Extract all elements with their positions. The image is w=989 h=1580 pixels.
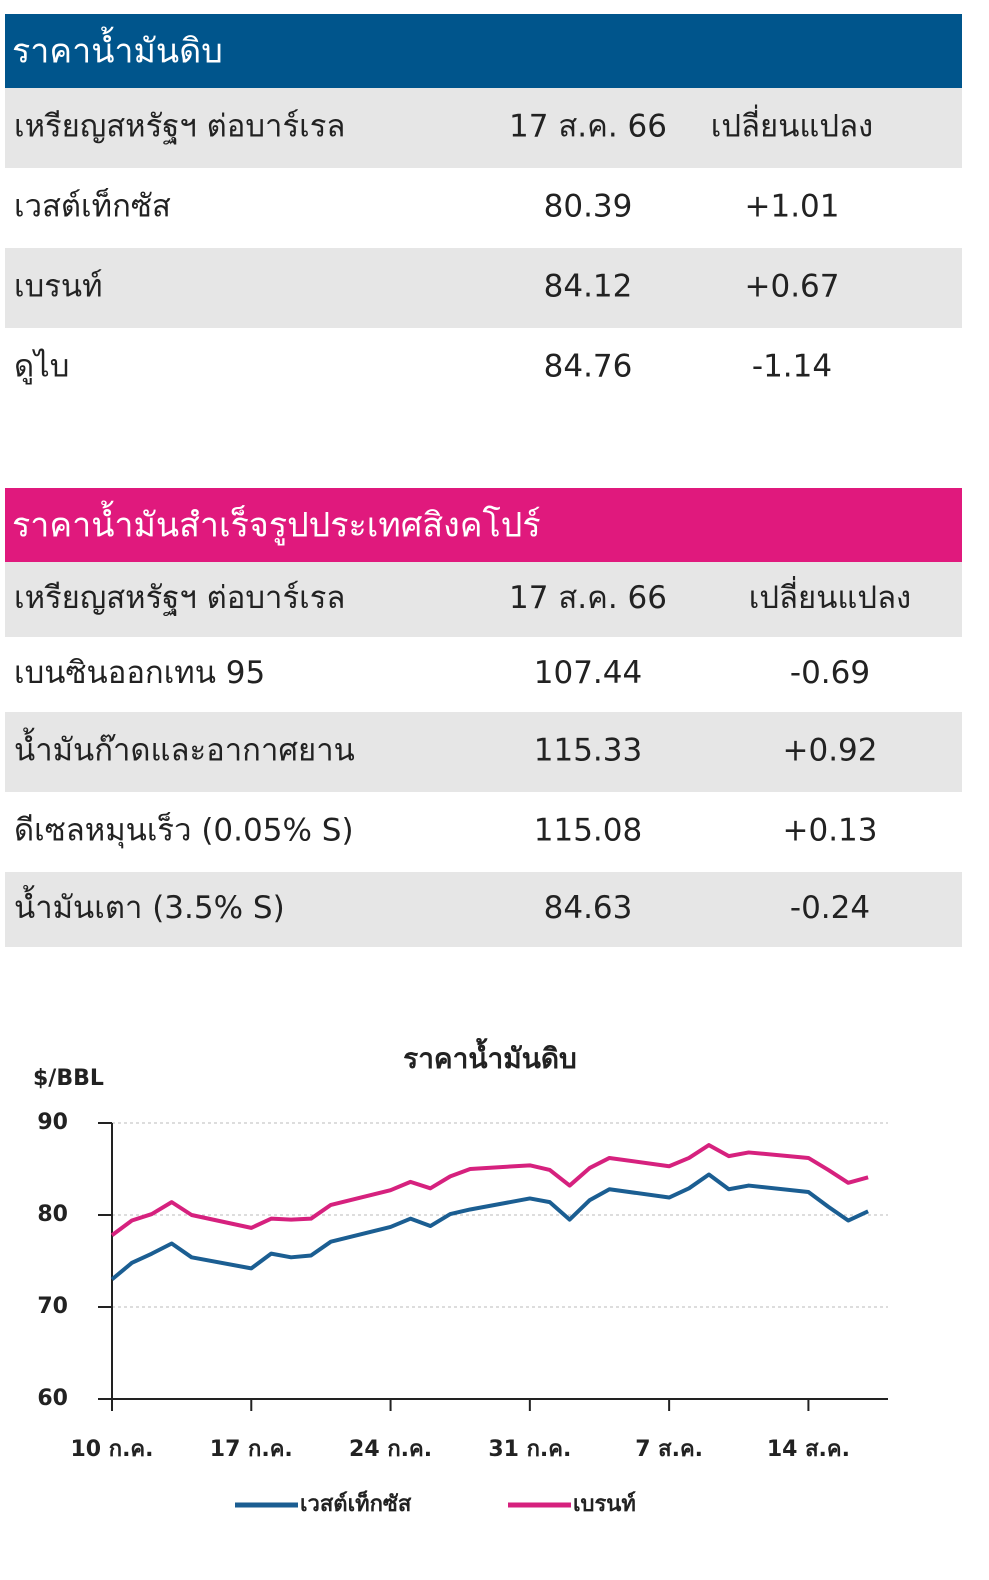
table-title: ราคาน้ำมันสำเร็จรูปประเทศสิงคโปร์ [12,501,541,546]
cell: 107.44 [534,655,642,691]
cell: +0.13 [783,813,878,849]
row-bg [5,88,962,168]
cell: -1.14 [752,349,832,385]
row-bg [5,872,962,947]
cell: เบนซินออกเทน 95 [14,655,265,691]
column-header: 17 ส.ค. 66 [509,580,667,616]
y-tick-label: 80 [37,1202,68,1227]
column-header: เหรียญสหรัฐฯ ต่อบาร์เรล [14,109,345,145]
line-series [110,1172,869,1281]
column-header: เปลี่ยนแปลง [711,105,873,145]
table-title: ราคาน้ำมันดิบ [12,27,223,72]
cell: +0.92 [783,733,878,769]
x-tick-label: 31 ก.ค. [488,1437,571,1462]
cell: น้ำมันก๊าดและอากาศยาน [14,728,355,769]
table-title-bar [5,14,962,88]
column-header: เปลี่ยนแปลง [749,576,911,616]
cell: 84.12 [544,269,633,305]
cell: -0.69 [790,655,870,691]
cell: -0.24 [790,890,870,926]
x-tick-label: 14 ส.ค. [767,1437,850,1462]
y-tick-label: 90 [37,1110,68,1135]
x-tick-label: 24 ก.ค. [349,1437,432,1462]
x-tick-label: 7 ส.ค. [635,1437,703,1462]
cell: ดูไบ [14,349,69,385]
legend-label: เวสต์เท็กซัส [300,1489,412,1517]
legend-label: เบรนท์ [573,1491,636,1517]
line-series [110,1143,869,1237]
cell: 115.08 [534,813,642,849]
table-title-bar [5,488,962,562]
row-bg [5,562,962,637]
cell: 84.76 [544,349,633,385]
x-tick-label: 17 ก.ค. [210,1437,293,1462]
column-header: เหรียญสหรัฐฯ ต่อบาร์เรล [14,580,345,616]
y-tick-label: 70 [37,1294,68,1319]
row-bg [5,248,962,328]
cell: 80.39 [544,189,633,225]
cell: 115.33 [534,733,642,769]
cell: น้ำมันเตา (3.5% S) [14,885,285,926]
cell: +0.67 [745,269,840,305]
cell: +1.01 [745,189,840,225]
column-header: 17 ส.ค. 66 [509,109,667,145]
cell: 84.63 [544,890,633,926]
x-tick-label: 10 ก.ค. [70,1437,153,1462]
chart-title: ราคาน้ำมันดิบ [403,1037,577,1075]
cell: ดีเซลหมุนเร็ว (0.05% S) [14,812,354,850]
y-tick-label: 60 [37,1386,68,1411]
row-bg [5,712,962,792]
cell: เวสต์เท็กซัส [14,188,171,225]
y-axis-label: $/BBL [33,1066,104,1091]
cell: เบรนท์ [14,269,103,305]
